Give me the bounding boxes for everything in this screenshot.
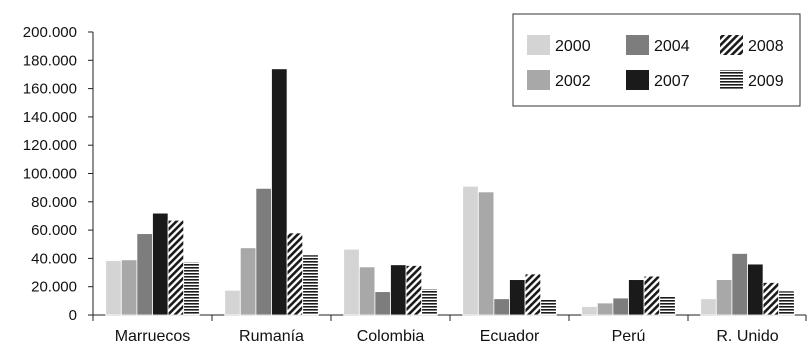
legend-swatch-2007 xyxy=(626,70,649,90)
y-tick-label: 200.000 xyxy=(23,24,77,41)
bar-2000-1 xyxy=(224,289,241,316)
legend: 2000 2002 2004 2007 2008 2009 xyxy=(512,13,801,107)
x-category-label: Perú xyxy=(612,328,646,344)
bar-2002-0 xyxy=(120,259,138,316)
y-tick-label: 160.000 xyxy=(23,81,77,98)
y-tick-label: 20.000 xyxy=(31,279,77,296)
bar-2007-1 xyxy=(271,68,288,316)
x-category-label: Colombia xyxy=(357,328,425,344)
bar-2004-4 xyxy=(612,297,629,316)
bar-2002-1 xyxy=(239,247,257,316)
bar-2008-3 xyxy=(524,273,542,316)
x-axis: Marruecos Rumanía Colombia Ecuador Perú R. Un… xyxy=(92,314,807,344)
bar-2002-3 xyxy=(477,191,495,316)
y-tick-label: 80.000 xyxy=(31,194,77,211)
bar-2000-0 xyxy=(105,260,122,316)
bar-2007-3 xyxy=(509,279,526,316)
bar-2004-0 xyxy=(136,233,153,316)
bar-2004-2 xyxy=(374,291,391,316)
y-tick-label: 120.000 xyxy=(23,137,77,154)
legend-swatch-2009 xyxy=(720,70,743,90)
bar-2002-2 xyxy=(358,266,376,316)
legend-label-2004: 2004 xyxy=(654,38,690,55)
legend-label-2007: 2007 xyxy=(654,73,690,90)
bar-2009-3 xyxy=(540,298,557,316)
x-category-label: Marruecos xyxy=(115,328,191,344)
bar-2007-5 xyxy=(747,263,764,316)
bar-2004-1 xyxy=(255,187,272,316)
legend-box xyxy=(512,13,801,107)
bar-2004-5 xyxy=(731,253,748,316)
bar-2009-5 xyxy=(778,290,795,316)
bar-2000-3 xyxy=(462,185,479,316)
bar-2007-2 xyxy=(390,264,407,316)
legend-swatch-2000 xyxy=(527,35,550,55)
x-category-label: Ecuador xyxy=(480,328,540,344)
bar-2009-0 xyxy=(183,261,200,316)
bar-2004-3 xyxy=(493,298,510,316)
bar-2000-2 xyxy=(343,248,360,316)
bar-2009-2 xyxy=(421,288,438,316)
bar-2008-2 xyxy=(405,265,423,316)
legend-label-2008: 2008 xyxy=(748,38,784,55)
y-tick-label: 60.000 xyxy=(31,222,77,239)
y-tick-label: 40.000 xyxy=(31,250,77,267)
legend-swatch-2004 xyxy=(626,35,649,55)
legend-swatch-2002 xyxy=(527,70,550,90)
legend-swatch-2008 xyxy=(720,35,743,55)
y-tick-label: 0 xyxy=(69,307,77,324)
y-axis: 0 20.000 40.000 60.000 80.000 100.000 120.000 1… xyxy=(23,24,94,324)
x-category-label: R. Unido xyxy=(716,328,778,344)
bars xyxy=(105,68,795,316)
bar-2007-4 xyxy=(628,279,645,316)
bar-2008-1 xyxy=(286,232,304,316)
x-category-label: Rumanía xyxy=(239,328,304,344)
legend-label-2002: 2002 xyxy=(555,73,591,90)
bar-2008-5 xyxy=(762,282,780,316)
legend-label-2009: 2009 xyxy=(748,73,784,90)
bar-2000-5 xyxy=(700,298,717,316)
bar-2000-4 xyxy=(581,306,598,316)
bar-2008-4 xyxy=(643,275,661,316)
y-tick-label: 100.000 xyxy=(23,166,77,183)
bar-2009-1 xyxy=(302,254,319,316)
bar-2008-0 xyxy=(167,219,185,316)
bar-2002-5 xyxy=(715,279,733,316)
bar-2002-4 xyxy=(596,302,614,316)
bar-2007-0 xyxy=(152,212,169,316)
y-tick-label: 140.000 xyxy=(23,109,77,126)
legend-label-2000: 2000 xyxy=(555,38,591,55)
y-tick-label: 180.000 xyxy=(23,52,77,69)
bar-2009-4 xyxy=(659,296,676,316)
